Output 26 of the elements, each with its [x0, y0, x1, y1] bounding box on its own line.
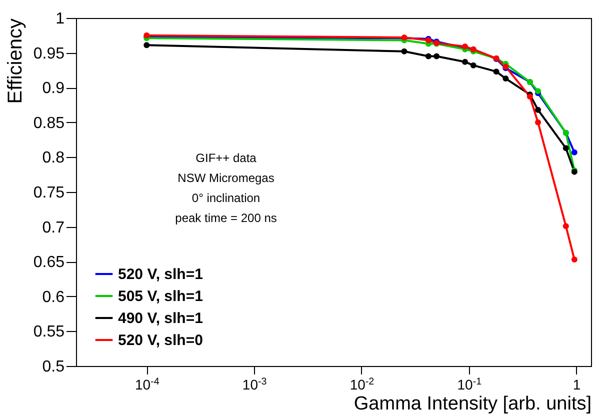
- y-tick-label: 0.6: [42, 288, 65, 306]
- x-tick-label: 10$^{-4}$: [134, 376, 160, 392]
- annotation: NSW Micromegas: [178, 171, 274, 185]
- y-tick-label: 0.8: [42, 150, 65, 167]
- y-tick-label: 0.75: [33, 184, 65, 202]
- legend-label: 505 V, slh=1: [118, 288, 203, 305]
- y-tick-label: 0.9: [42, 80, 65, 98]
- x-axis-title: Gamma Intensity [arb. units]: [354, 394, 592, 414]
- legend-label: 490 V, slh=1: [118, 310, 203, 327]
- y-tick-label: 1: [56, 10, 65, 28]
- x-tick-label: 10$^{-2}$: [350, 376, 374, 392]
- y-tick-label: 0.5: [42, 358, 65, 376]
- y-tick-label: 0.85: [33, 114, 65, 132]
- legend-label: 520 V, slh=0: [118, 332, 203, 349]
- legend-label: 520 V, slh=1: [118, 266, 203, 283]
- y-axis-title: Efficiency: [4, 18, 26, 104]
- x-tick-label: 1: [572, 376, 581, 392]
- x-tick-label: 10$^{-3}$: [242, 376, 268, 392]
- annotation: GIF++ data: [196, 151, 257, 165]
- y-tick-label: 0.95: [33, 45, 65, 62]
- annotation: peak time = 200 ns: [175, 211, 277, 225]
- y-tick-label: 0.7: [42, 219, 65, 236]
- x-tick-label: 10$^{-1}$: [457, 376, 482, 392]
- annotation: 0° inclination: [192, 191, 260, 205]
- y-tick-label: 0.65: [33, 254, 65, 272]
- y-tick-label: 0.55: [33, 324, 65, 341]
